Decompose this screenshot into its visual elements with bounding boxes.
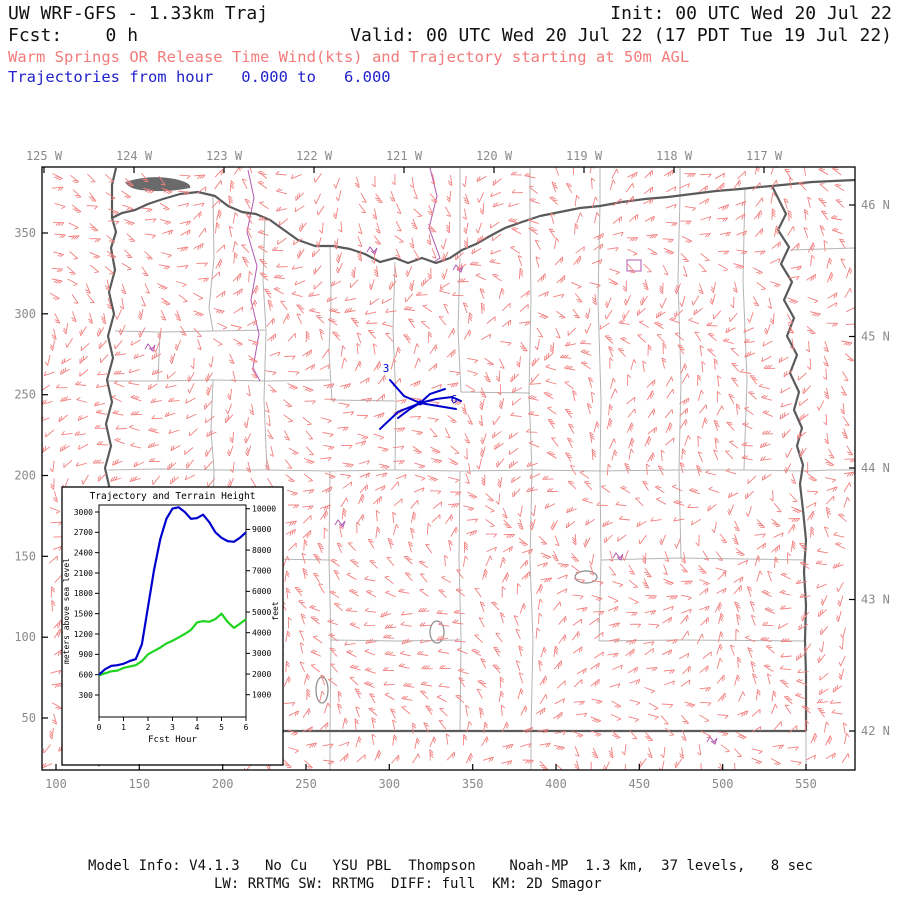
trajectory-hour-label: 3 <box>383 362 390 375</box>
map-plot-canvas: 3 6 Trajectory and Terrain Height 300 600 900… <box>14 149 890 791</box>
grid-y-axis-label: 150 <box>14 549 36 563</box>
lat-axis-label: 44 N <box>861 461 890 475</box>
grid-x-axis-label: 350 <box>462 777 484 791</box>
lon-axis-label: 118 W <box>656 149 693 163</box>
inset-y-right-tick: 3000 <box>252 649 271 658</box>
inset-y-right-tick: 4000 <box>252 628 271 637</box>
inset-y-left-tick: 2700 <box>74 528 93 537</box>
trajectory-hour-label: 6 <box>451 393 458 406</box>
inset-x-tick: 6 <box>244 723 249 732</box>
inset-y-left-tick: 1800 <box>74 589 93 598</box>
grid-x-axis-label: 300 <box>378 777 400 791</box>
inset-x-tick: 0 <box>97 723 102 732</box>
inset-series-terrain-height-m <box>98 612 247 677</box>
lat-axis-label: 46 N <box>861 198 890 212</box>
lat-axis-label: 45 N <box>861 330 890 344</box>
lon-axis-label: 121 W <box>386 149 423 163</box>
grid-y-axis-label: 100 <box>14 630 36 644</box>
grid-x-axis-label: 550 <box>795 777 817 791</box>
inset-x-tick: 5 <box>219 723 224 732</box>
grid-y-axis-label: 50 <box>22 711 36 725</box>
inset-x-tick: 4 <box>195 723 200 732</box>
inset-ylabel-left: meters above sea level <box>62 558 71 664</box>
inset-y-left-tick: 300 <box>79 691 94 700</box>
inset-y-left-tick: 2400 <box>74 548 93 557</box>
forecast-hour: Fcst: 0 h <box>8 25 139 46</box>
grid-y-axis-label: 350 <box>14 226 36 240</box>
inset-x-tick: 1 <box>121 723 126 732</box>
release-subtitle: Warm Springs OR Release Time Wind(kts) a… <box>8 48 690 66</box>
inset-y-left-tick: 1200 <box>74 630 93 639</box>
model-title: UW WRF-GFS - 1.33km Traj <box>8 3 269 24</box>
lon-axis-label: 125 W <box>26 149 63 163</box>
lon-axis-label: 119 W <box>566 149 603 163</box>
trajectory-lines <box>379 379 462 430</box>
inset-xlabel: Fcst Hour <box>148 735 197 745</box>
grid-y-axis-label: 200 <box>14 469 36 483</box>
trajectory-range-subtitle: Trajectories from hour 0.000 to 6.000 <box>8 68 391 86</box>
inset-y-left-tick: 900 <box>79 650 94 659</box>
grid-x-axis-label: 500 <box>712 777 734 791</box>
inset-y-left-tick: 3000 <box>74 508 93 517</box>
valid-time: Valid: 00 UTC Wed 20 Jul 22 (17 PDT Tue … <box>350 25 892 46</box>
inset-y-left-tick: 600 <box>79 670 94 679</box>
grid-x-axis-label: 450 <box>628 777 650 791</box>
inset-x-tick: 3 <box>170 723 175 732</box>
inset-y-left-tick: 2100 <box>74 569 93 578</box>
grid-x-axis-label: 250 <box>295 777 317 791</box>
lon-axis-label: 120 W <box>476 149 513 163</box>
inset-series-trajectory-height-m <box>98 506 247 676</box>
inset-chart: Trajectory and Terrain Height30060090012… <box>61 486 284 766</box>
model-info-line2: LW: RRTMG SW: RRTMG DIFF: full KM: 2D Sm… <box>214 876 602 892</box>
inset-y-right-tick: 2000 <box>252 670 271 679</box>
lon-axis-label: 117 W <box>746 149 783 163</box>
inset-y-right-tick: 9000 <box>252 525 271 534</box>
grid-x-axis-label: 200 <box>212 777 234 791</box>
inset-y-right-tick: 8000 <box>252 546 271 555</box>
inset-y-right-tick: 1000 <box>252 690 271 699</box>
columbia-estuary-blob <box>125 177 191 192</box>
init-time: Init: 00 UTC Wed 20 Jul 22 <box>610 3 892 24</box>
inset-y-right-tick: 7000 <box>252 567 271 576</box>
grid-y-axis-label: 300 <box>14 307 36 321</box>
model-info-line1: Model Info: V4.1.3 No Cu YSU PBL Thompso… <box>88 858 813 874</box>
lon-axis-label: 122 W <box>296 149 333 163</box>
inset-y-right-tick: 6000 <box>252 587 271 596</box>
inset-title: Trajectory and Terrain Height <box>90 491 256 502</box>
lon-axis-label: 124 W <box>116 149 153 163</box>
inset-y-left-tick: 1500 <box>74 609 93 618</box>
grid-x-axis-label: 400 <box>545 777 567 791</box>
lat-axis-label: 43 N <box>861 593 890 607</box>
grid-y-axis-label: 250 <box>14 388 36 402</box>
inset-ylabel-right: feet <box>271 601 280 620</box>
inset-x-tick: 2 <box>146 723 151 732</box>
grid-x-axis-label: 100 <box>45 777 67 791</box>
lon-axis-label: 123 W <box>206 149 243 163</box>
lat-axis-label: 42 N <box>861 724 890 738</box>
inset-y-right-tick: 5000 <box>252 608 271 617</box>
inset-y-right-tick: 10000 <box>252 505 276 514</box>
grid-x-axis-label: 150 <box>128 777 150 791</box>
